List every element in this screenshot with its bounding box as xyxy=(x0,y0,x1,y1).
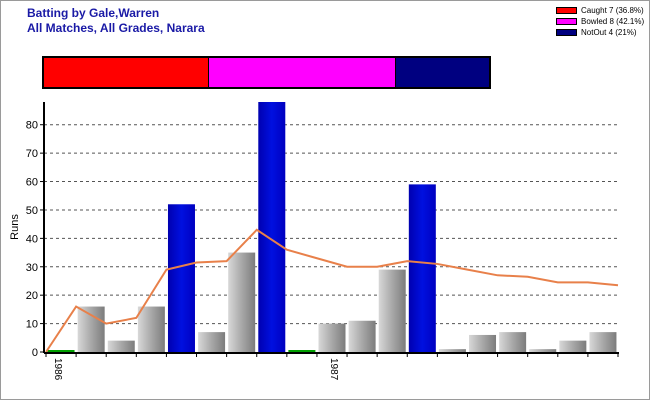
bar-out xyxy=(499,332,527,352)
y-tick-label: 70 xyxy=(26,148,38,160)
y-tick-label: 60 xyxy=(26,177,38,189)
y-tick-label: 20 xyxy=(26,290,38,302)
bar-zero-score xyxy=(288,350,316,352)
y-tick-label: 0 xyxy=(32,347,38,359)
dismissal-segment-bowled xyxy=(207,58,396,87)
legend-label-caught: Caught 7 (36.8%) xyxy=(581,6,644,15)
y-tick-label: 50 xyxy=(26,205,38,217)
dismissal-breakdown-bar xyxy=(42,56,491,89)
bar-out xyxy=(438,349,466,352)
bar-out xyxy=(77,306,105,352)
bar-out xyxy=(378,269,406,352)
bar-zero-score xyxy=(47,350,75,352)
x-tick-label: 1987 xyxy=(328,358,339,381)
legend-swatch-caught xyxy=(556,7,577,14)
legend-label-bowled: Bowled 8 (42.1%) xyxy=(581,17,645,26)
bar-out xyxy=(529,349,557,352)
y-tick-label: 30 xyxy=(26,262,38,274)
bar-notout xyxy=(258,102,286,352)
y-tick-label: 10 xyxy=(26,319,38,331)
bar-notout xyxy=(408,184,436,352)
chart-title: Batting by Gale,Warren xyxy=(27,6,160,20)
bar-out xyxy=(559,340,587,352)
bar-out xyxy=(318,323,346,352)
y-tick-label: 40 xyxy=(26,233,38,245)
average-line xyxy=(45,228,619,353)
bar-out xyxy=(228,252,256,352)
y-axis-label: Runs xyxy=(9,214,21,240)
chart-subtitle: All Matches, All Grades, Narara xyxy=(27,21,205,35)
bar-out xyxy=(348,320,376,352)
bar-out xyxy=(589,332,617,352)
x-tick-label: 1986 xyxy=(52,358,63,381)
bar-out xyxy=(107,340,135,352)
bar-out xyxy=(469,334,497,352)
dismissal-segment-caught xyxy=(44,58,208,87)
y-tick-label: 80 xyxy=(26,120,38,132)
legend-label-notout: NotOut 4 (21%) xyxy=(581,28,637,37)
bar-out xyxy=(137,306,165,352)
legend-swatch-bowled xyxy=(556,18,577,25)
bar-out xyxy=(198,332,226,352)
dismissal-segment-notout xyxy=(395,58,489,87)
legend-item-notout: NotOut 4 (21%) xyxy=(556,27,644,38)
legend-item-bowled: Bowled 8 (42.1%) xyxy=(556,16,644,27)
legend: Caught 7 (36.8%) Bowled 8 (42.1%) NotOut… xyxy=(556,5,644,38)
legend-item-caught: Caught 7 (36.8%) xyxy=(556,5,644,16)
legend-swatch-notout xyxy=(556,29,577,36)
bar-notout xyxy=(167,204,195,352)
